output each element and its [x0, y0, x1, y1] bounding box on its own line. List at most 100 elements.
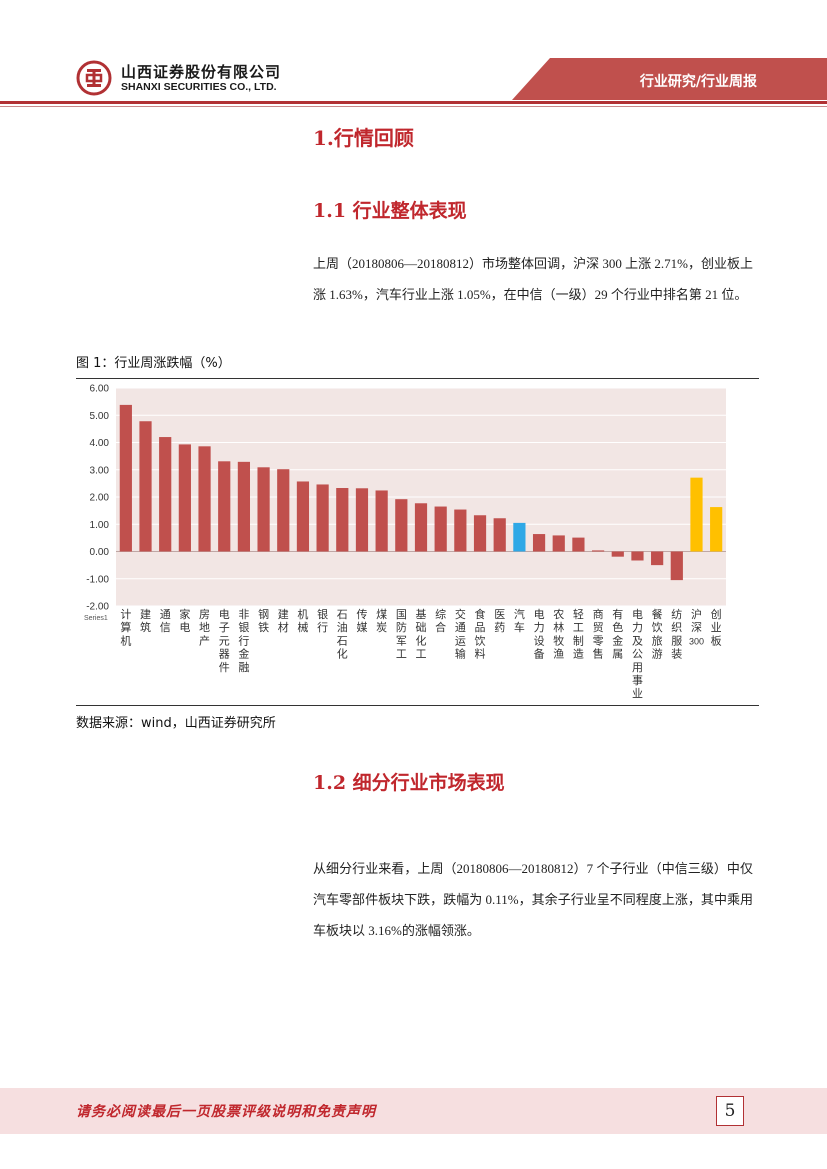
x-tick-label: 化 [416, 633, 427, 647]
x-tick-label: 行 [317, 621, 328, 634]
x-tick-label: 创 [711, 608, 722, 621]
page-number: 5 [724, 1101, 736, 1121]
bar-机械 [296, 481, 310, 552]
x-tick-label: 牧 [553, 633, 564, 647]
y-tick-label: -1.00 [86, 574, 109, 585]
bar-电力及公用事业 [631, 551, 644, 561]
x-tick-label: 渔 [553, 648, 564, 661]
x-tick-label: 化 [337, 647, 348, 661]
header-banner [512, 58, 827, 100]
x-tick-label: 业 [711, 621, 722, 634]
x-tick-label: 力 [534, 621, 545, 634]
x-tick-label: 电 [219, 608, 230, 621]
y-tick-label: 6.00 [90, 384, 110, 395]
bar-综合 [434, 506, 447, 552]
bar-传媒 [355, 488, 369, 552]
x-tick-label: 算 [120, 620, 131, 634]
x-tick-label: 工 [396, 648, 407, 661]
x-tick-label: 公 [632, 648, 643, 661]
y-tick-label: -2.00 [86, 602, 109, 613]
bar-石油石化 [336, 488, 349, 552]
x-tick-label: 通 [455, 621, 466, 634]
footer-bar [0, 1088, 827, 1134]
bar-轻工制造 [572, 537, 585, 552]
bar-家电 [178, 444, 191, 552]
bar-餐饮旅游 [651, 551, 664, 566]
x-tick-label: 钢 [258, 608, 269, 621]
bar-煤炭 [375, 490, 388, 552]
x-tick-label: 电 [534, 608, 545, 621]
x-tick-label: 服 [671, 634, 682, 647]
bar-钢铁 [257, 467, 270, 552]
bar-交通运输 [454, 509, 467, 552]
x-tick-label: 房 [199, 608, 210, 621]
x-tick-label: 石 [337, 634, 348, 647]
x-tick-label: 电 [179, 621, 190, 634]
x-tick-label: 元 [219, 634, 230, 647]
x-tick-label: 设 [534, 634, 545, 647]
x-tick-label: 金 [238, 647, 249, 661]
x-tick-label: 炭 [376, 621, 387, 634]
bar-电力设备 [532, 534, 546, 552]
x-tick-label: 器 [219, 648, 230, 661]
bar-建材 [277, 469, 290, 552]
figure-bottom-rule [76, 705, 759, 706]
paragraph-overall-performance: 上周（20180806—20180812）市场整体回调，沪深 300 上涨 2.… [313, 256, 753, 302]
x-tick-label: 装 [671, 648, 682, 661]
x-tick-label: 军 [396, 634, 407, 647]
x-tick-label: 力 [632, 621, 643, 634]
company-name-cn: 山西证券股份有限公司 [121, 63, 282, 81]
x-tick-label: 件 [219, 661, 230, 674]
x-tick-label: 机 [297, 607, 308, 621]
x-tick-label: 造 [573, 647, 584, 661]
legend-stub: Series1 [84, 615, 108, 622]
page-number-box [716, 1096, 744, 1126]
header-divider-thin [0, 106, 827, 107]
paragraph-sub-industry: 从细分行业来看，上周（20180806—20180812）7 个子行业（中信三级… [313, 861, 753, 938]
x-tick-label: 防 [396, 620, 407, 634]
x-tick-label: 零 [593, 634, 604, 647]
x-tick-label: 材 [278, 620, 289, 634]
y-tick-label: 4.00 [90, 438, 110, 449]
bar-非银行金融 [237, 461, 251, 552]
x-tick-label: 信 [160, 621, 171, 634]
bar-纺织服装 [670, 551, 683, 581]
x-tick-label: 织 [671, 621, 682, 634]
x-tick-label: 业 [632, 687, 643, 700]
x-tick-label: 制 [573, 634, 584, 647]
x-tick-label: 金 [612, 633, 623, 647]
x-tick-label: 色 [612, 620, 623, 634]
x-tick-label: 计 [120, 608, 131, 621]
x-tick-label: 工 [416, 648, 427, 661]
x-tick-label: 及 [632, 634, 643, 647]
bar-农林牧渔 [552, 535, 565, 552]
section-heading-1-1: 1.1 行业整体表现 [313, 200, 467, 222]
figure-top-rule [76, 378, 759, 379]
x-tick-label: 轻 [573, 607, 584, 621]
x-tick-label: 非 [238, 608, 249, 621]
x-tick-label: 药 [494, 621, 505, 634]
x-tick-label: 售 [593, 647, 604, 661]
x-tick-label: 银 [238, 620, 249, 634]
bar-电子元器件 [218, 461, 231, 552]
x-tick-label: 饮 [652, 621, 663, 634]
bar-医药 [493, 518, 506, 552]
bar-创业板 [710, 507, 723, 552]
x-tick-label: 游 [652, 648, 663, 661]
x-tick-label: 工 [573, 621, 584, 634]
bar-建筑 [139, 421, 152, 552]
x-tick-label: 建 [278, 607, 289, 621]
x-tick-label: 品 [475, 621, 486, 634]
x-tick-label: 建 [140, 607, 151, 621]
x-tick-label: 产 [199, 633, 210, 647]
bar-基础化工 [414, 503, 428, 552]
section-heading-1-2: 1.2 细分行业市场表现 [313, 772, 505, 794]
report-category-tag: 行业研究/行业周报 [639, 74, 757, 90]
bar-房地产 [198, 446, 211, 552]
bar-有色金属 [611, 551, 624, 557]
y-tick-label: 5.00 [90, 411, 110, 422]
x-tick-label: 事 [632, 674, 643, 687]
x-tick-label: 医 [494, 608, 505, 621]
y-tick-label: 1.00 [90, 520, 110, 531]
industry-weekly-change-chart: 6.00 5.00 4.00 3.00 2.00 1.00 0.00 -1.00 -2.00 计… [84, 384, 726, 700]
